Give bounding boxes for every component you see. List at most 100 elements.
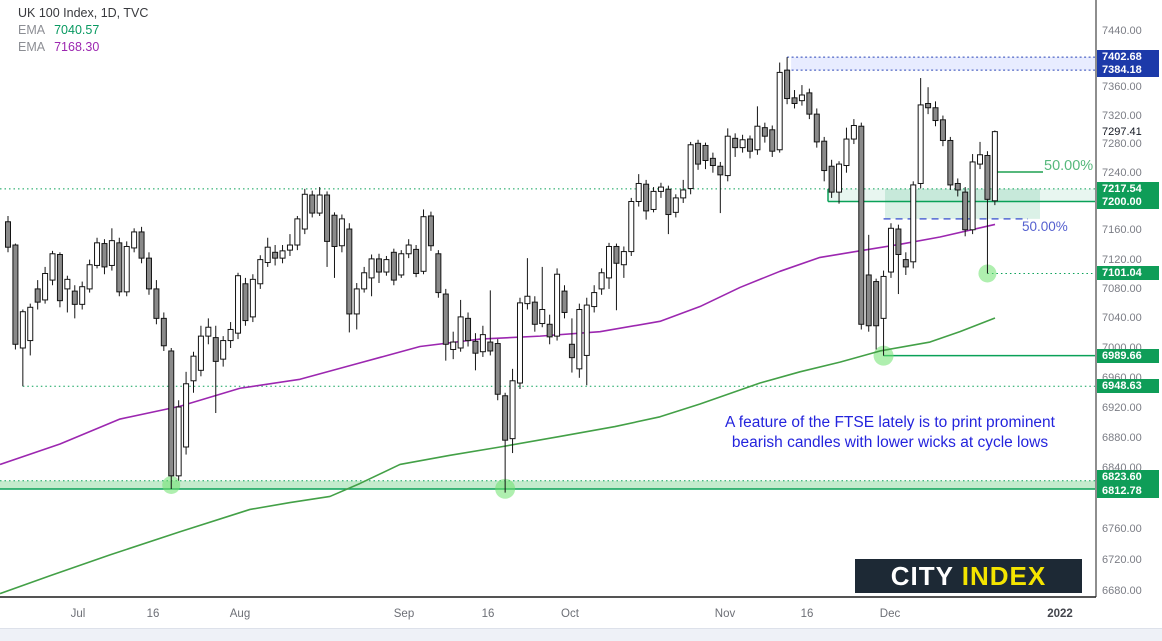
candle <box>502 395 509 441</box>
ema-fast-line <box>0 223 996 466</box>
logo-city-text: CITY <box>890 561 962 591</box>
candle <box>939 119 946 141</box>
candle <box>747 138 753 152</box>
candle <box>390 251 397 281</box>
indicator-ema-fast[interactable]: EMA 7168.30 <box>18 39 148 56</box>
candle <box>620 251 627 266</box>
candle <box>56 253 63 302</box>
candle <box>813 113 820 143</box>
annotation-line-2: bearish candles with lower wicks at cycl… <box>731 434 1049 451</box>
candle <box>279 250 286 259</box>
city-index-logo: CITY INDEX <box>855 559 1082 593</box>
candle <box>331 214 338 247</box>
candle <box>34 288 41 303</box>
candle <box>598 272 605 290</box>
candle <box>657 186 664 192</box>
candle <box>79 286 86 305</box>
candle <box>554 273 561 337</box>
candle <box>405 244 412 255</box>
candle <box>324 194 331 242</box>
candle <box>108 240 115 266</box>
candle <box>309 194 316 214</box>
candle <box>761 127 768 137</box>
fib-50-label-green[interactable]: 50.00% <box>1044 158 1094 174</box>
candle <box>249 278 256 318</box>
candle <box>576 309 583 370</box>
candle <box>754 125 761 151</box>
logo-index-text: INDEX <box>961 561 1047 591</box>
candle <box>843 138 850 167</box>
candle <box>301 193 308 230</box>
candle <box>338 218 345 247</box>
candle <box>131 231 138 249</box>
candle <box>591 292 598 308</box>
symbol-title[interactable]: UK 100 Index, 1D, TVC <box>18 6 149 20</box>
candle <box>175 406 182 477</box>
candle <box>991 131 998 202</box>
candle <box>672 197 679 213</box>
candle <box>702 144 709 162</box>
candle <box>346 228 353 315</box>
candle <box>183 383 190 448</box>
candle <box>628 201 635 253</box>
candle <box>873 281 880 327</box>
candle <box>205 326 212 337</box>
candle <box>739 139 746 149</box>
candle <box>769 129 776 152</box>
candle <box>732 137 739 149</box>
chart-annotation: A feature of the FTSE lately is to print… <box>688 413 1092 453</box>
candle <box>947 139 954 186</box>
candle <box>116 242 123 293</box>
candle <box>153 288 160 319</box>
candle <box>539 309 546 325</box>
candle <box>635 182 642 203</box>
candle <box>5 221 11 248</box>
candle <box>220 340 227 360</box>
candle <box>316 194 323 214</box>
candle <box>94 242 101 266</box>
candle <box>509 380 516 440</box>
candle <box>650 190 657 210</box>
ema-slow-line <box>0 317 996 595</box>
candle <box>435 253 442 294</box>
candle <box>138 231 145 259</box>
candle <box>910 184 917 263</box>
candle <box>383 259 390 273</box>
candle <box>821 140 828 172</box>
candle <box>665 188 672 216</box>
candle <box>902 259 909 268</box>
candle <box>717 165 724 176</box>
candle <box>524 295 531 305</box>
candle <box>977 154 984 165</box>
candle <box>776 71 783 151</box>
bottom-toolbar-strip[interactable] <box>0 628 1162 641</box>
candle <box>546 323 553 338</box>
indicator-ema-slow[interactable]: EMA 7040.57 <box>18 22 148 39</box>
candle <box>850 125 857 140</box>
candle <box>257 259 264 285</box>
candle <box>954 182 961 191</box>
candle <box>836 163 843 193</box>
candle <box>361 272 368 290</box>
support-band-6823-6812 <box>0 480 1095 489</box>
candle <box>235 275 242 334</box>
candle <box>695 142 702 165</box>
candle <box>376 258 382 273</box>
candle <box>19 311 26 349</box>
candle <box>27 306 34 342</box>
candle <box>368 258 375 279</box>
candle <box>64 278 71 290</box>
candle <box>86 264 93 290</box>
candle <box>49 253 56 281</box>
candle <box>925 102 932 109</box>
candle <box>583 304 590 356</box>
fib-50-label-blue[interactable]: 50.00% <box>1022 219 1068 234</box>
candle <box>643 183 650 212</box>
candle <box>398 253 405 276</box>
candle <box>984 154 991 200</box>
candle <box>12 244 19 345</box>
candle <box>160 317 167 347</box>
candle <box>969 161 976 231</box>
candle <box>932 107 939 122</box>
